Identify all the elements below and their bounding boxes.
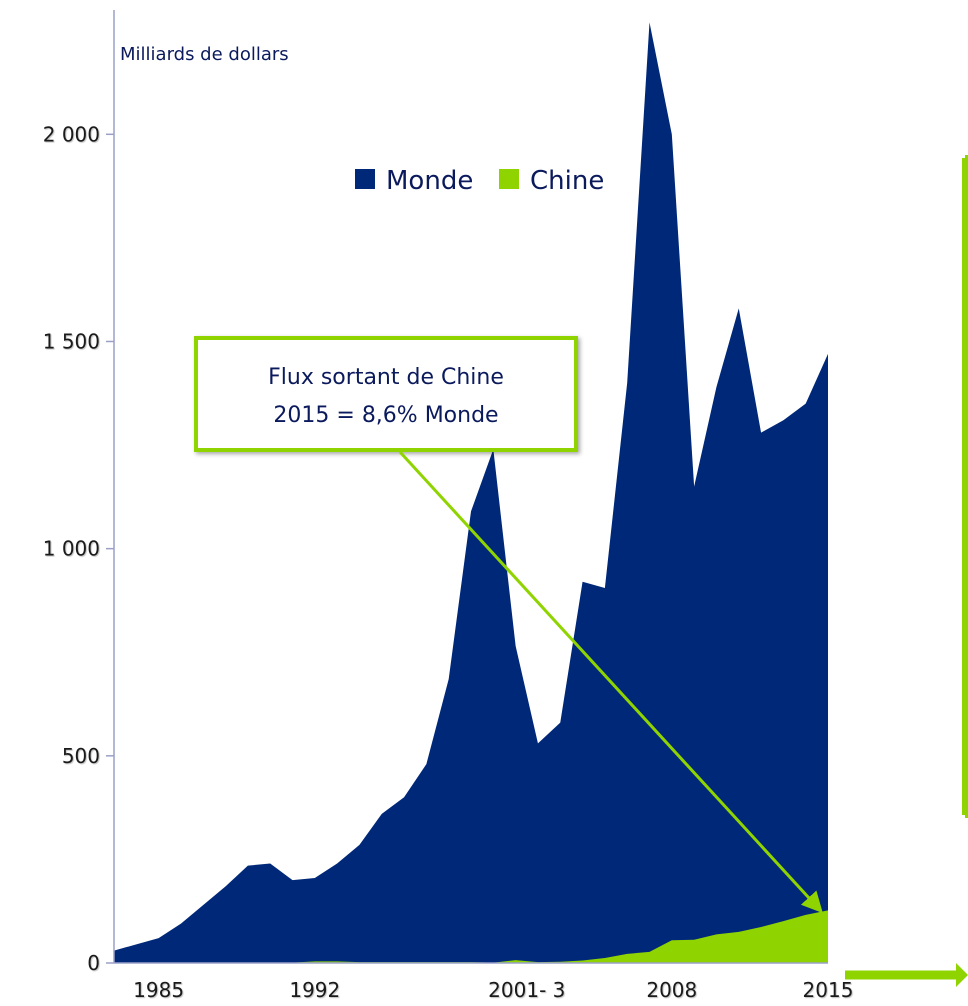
series-area-monde bbox=[114, 22, 828, 963]
bottom-arrow-head bbox=[956, 963, 968, 987]
annotation-callout: Flux sortant de Chine 2015 = 8,6% Monde bbox=[196, 338, 576, 450]
y-tick-label: 2 000 bbox=[43, 122, 100, 146]
y-tick-label: 0 bbox=[87, 951, 100, 975]
x-tick-label: 1985 bbox=[133, 978, 184, 1002]
legend-swatch-monde bbox=[355, 169, 375, 189]
legend-label-monde: Monde bbox=[386, 166, 473, 196]
legend-label-chine: Chine bbox=[530, 166, 604, 196]
x-tick-label: 2015 bbox=[803, 978, 854, 1002]
y-tick-label: 1 000 bbox=[43, 537, 100, 561]
x-axis-ticks: 1985 1992 2001- 3 2008 2015 bbox=[133, 978, 853, 1002]
x-tick-label: 2008 bbox=[646, 978, 697, 1002]
x-tick-label: 2001- 3 bbox=[488, 978, 565, 1002]
bottom-right-arrow bbox=[845, 963, 968, 987]
y-tick-label: 1 500 bbox=[43, 329, 100, 353]
x-tick-label: 1992 bbox=[289, 978, 340, 1002]
callout-line-1: Flux sortant de Chine bbox=[268, 365, 504, 390]
legend: Monde Chine bbox=[355, 166, 604, 196]
unit-label: Milliards de dollars bbox=[120, 44, 289, 65]
legend-swatch-chine bbox=[499, 169, 519, 189]
callout-line-2: 2015 = 8,6% Monde bbox=[273, 403, 498, 428]
y-axis-ticks: 0 500 1 000 1 500 2 000 bbox=[43, 122, 114, 975]
callout-box bbox=[196, 338, 576, 450]
y-tick-label: 500 bbox=[62, 744, 100, 768]
